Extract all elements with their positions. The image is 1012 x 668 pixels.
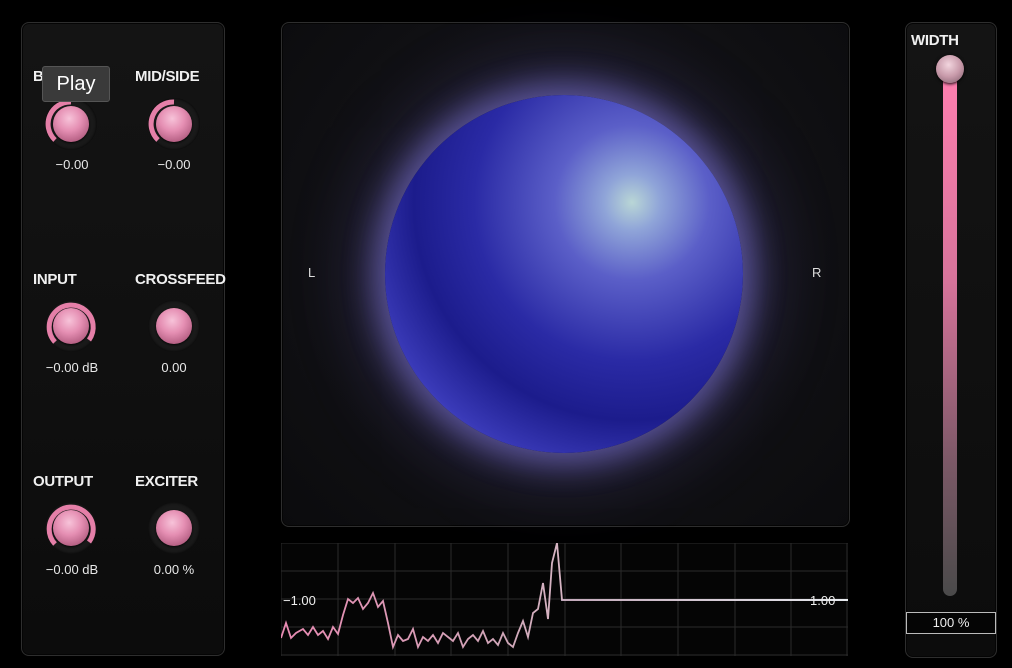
output-knob[interactable]	[41, 498, 101, 558]
width-value[interactable]: 100 %	[906, 612, 996, 634]
scope-left-value: −1.00	[283, 593, 316, 608]
balance-knob-cap	[53, 106, 89, 142]
exciter-knob[interactable]	[144, 498, 204, 558]
input-arc	[46, 302, 96, 344]
play-tooltip: Play	[42, 66, 110, 102]
scope-right-value: 1.00	[810, 593, 836, 608]
midside-knob[interactable]	[144, 94, 204, 154]
crossfeed-knob-cap	[156, 308, 192, 344]
output-arc	[46, 504, 96, 546]
balance-label: B	[33, 68, 44, 85]
midside-label: MID/SIDE	[135, 68, 200, 85]
balance-knob[interactable]	[41, 94, 101, 154]
balance-value: −0.00	[55, 157, 89, 172]
scope-graph	[280, 542, 848, 656]
input-knob-cap	[53, 308, 89, 344]
exciter-knob-cap	[156, 510, 192, 546]
input-label: INPUT	[33, 271, 77, 288]
exciter-label: EXCITER	[135, 473, 198, 490]
crossfeed-label: CROSSFEED	[135, 271, 226, 288]
stereo-sphere	[385, 95, 743, 453]
output-knob-cap	[53, 510, 89, 546]
balance-arc	[45, 99, 72, 142]
crossfeed-knob[interactable]	[144, 296, 204, 356]
width-slider-thumb[interactable]	[936, 55, 964, 83]
right-channel-label: R	[812, 265, 822, 280]
left-channel-label: L	[308, 265, 316, 280]
input-value: −0.00 dB	[45, 360, 99, 375]
midside-value: −0.00	[157, 157, 191, 172]
midside-knob-cap	[156, 106, 192, 142]
output-value: −0.00 dB	[45, 562, 99, 577]
width-label: WIDTH	[911, 32, 959, 49]
midside-arc	[148, 99, 175, 142]
crossfeed-value: 0.00	[161, 360, 187, 375]
scope-trace	[280, 542, 848, 651]
width-slider-track[interactable]	[943, 72, 957, 596]
correlation-scope: −1.00 1.00	[280, 542, 848, 656]
output-label: OUTPUT	[33, 473, 93, 490]
input-knob[interactable]	[41, 296, 101, 356]
exciter-value: 0.00 %	[153, 562, 195, 577]
